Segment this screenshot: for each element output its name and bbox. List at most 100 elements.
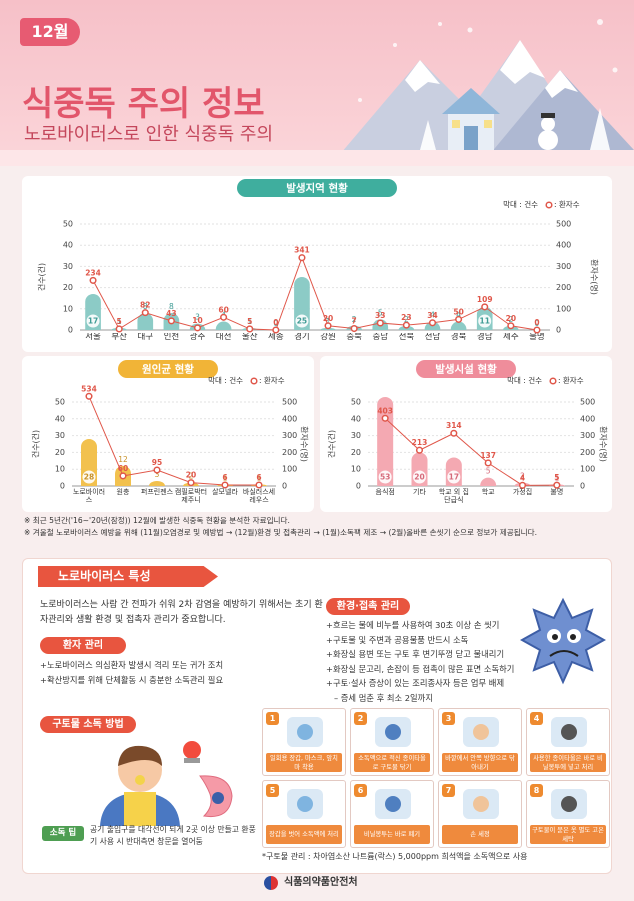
point-label: 109 [477,295,493,304]
x-tick-label: 살모넬라 [212,488,238,496]
step-caption: 바깥에서 안쪽 방향으로 닦아내기 [442,753,518,772]
line-point [119,472,127,480]
step-number: 6 [354,784,367,797]
y2-tick-label: 500 [580,398,595,407]
note: ※ 최근 5년간('16~'20년(잠정)) 12월에 발생한 식중독 현황을 … [24,516,290,525]
step-number: 8 [530,784,543,797]
bar-label-bg [82,470,96,484]
step-caption: 사용한 종이타올은 바로 비닐봉투에 넣고 처리 [530,753,606,772]
bar-label: 25 [297,317,307,326]
month-badge: 12월 [20,18,80,46]
step-illustration [375,717,411,747]
chart-panel [22,176,612,352]
step-caption: 소독액으로 적신 종이타올로 구토물 닦기 [354,753,430,772]
step-number: 1 [266,712,279,725]
line [88,396,259,486]
y-tick-label: 40 [351,414,361,423]
bar-label: 8 [169,302,174,311]
x-tick-label: 기타 [413,488,426,496]
y-tick-label: 40 [55,414,65,423]
bar-label: 53 [380,473,390,482]
x-tick-label-box: 경남 [476,333,493,342]
y-tick-label: 10 [351,465,361,474]
x-tick-label: 대전 [215,333,232,342]
line-point [115,325,123,333]
bar-label: 1 [326,317,331,326]
step-caption: 장갑을 벗어 소독액에 처리 [266,825,342,844]
intro: 노로바이러스는 사람 간 전파가 쉬워 2차 감염을 예방하기 위해서는 초기 … [40,600,323,625]
x-tick-label-box: 노로바이러스 [72,488,106,505]
line-point [381,414,389,422]
subsection-title: 환자 관리 [40,637,126,654]
x-tick-label: 제주 [503,333,519,342]
y-tick-label: 0 [60,482,65,491]
line-point [507,322,515,330]
x-tick-label-box: 대전 [215,333,232,342]
x-tick-label-box: 전남 [425,333,441,342]
notes: ※ 최근 5년간('16~'20년(잠정)) 12월에 발생한 식중독 현황을 … [24,515,537,539]
x-tick-label: 경남 [476,333,493,342]
x-tick-label-box: 충북 [346,333,362,342]
point-label: 20 [323,314,333,323]
point-label: 20 [186,471,196,480]
bar [149,480,165,486]
step-shape [297,796,313,812]
line-point [167,317,175,325]
y-tick-label: 50 [63,220,73,229]
step-illustration [551,717,587,747]
x-tick-label: 바실러스세레우스 [242,488,276,505]
page-subtitle: 노로바이러스로 인한 식중독 주의 [24,124,274,145]
line-point [481,303,489,311]
point-label: 95 [152,458,162,467]
x-tick-label-box: 가정집 [512,488,533,496]
point-label: 82 [140,301,150,310]
step-number: 2 [354,712,367,725]
bar-label: 5 [486,467,491,476]
point-label: 534 [81,384,97,393]
bar-label: 11 [480,317,490,326]
x-tick-label-box: 기타 [413,488,426,496]
x-tick-label-box: 경기 [294,333,310,342]
line-point [402,321,410,329]
y2-tick-label: 0 [556,326,561,335]
step-shape [473,796,489,812]
y-tick-label: 30 [55,431,65,440]
x-tick-label: 가정집 [512,488,533,496]
y2-tick-label: 500 [282,398,297,407]
x-tick-label-box: 학교 외 집단급식 [439,488,469,504]
step-illustration [463,717,499,747]
line-point [272,326,280,334]
point-label: 43 [166,309,176,318]
y-tick-label: 0 [68,326,73,335]
tip-label: 소독 팁 [42,826,84,841]
x-tick-label: 전북 [398,333,415,342]
tip-text: 공기 출입구를 대각선이 되게 2곳 이상 만들고 환풍기 사용 시 반대측면 … [90,825,256,846]
bar-label: 17 [449,473,459,482]
y-axis-label: 건수(건) [37,263,47,291]
x-tick-label-box: 바실러스세레우스 [242,488,276,505]
point-label: 314 [446,421,462,430]
bar-label-bg [413,470,426,484]
bar-label: 3 [155,470,160,479]
bar-label: 1 [223,473,228,482]
y2-tick-label: 300 [580,431,595,440]
bar [137,313,154,330]
y2-tick-label: 400 [580,414,595,423]
bar-label: 17 [88,317,98,326]
x-tick-label: 캠필로박터제주니 [174,488,208,505]
bar-label: 2 [508,315,513,324]
x-tick-label: 노로바이러스 [72,488,106,505]
step-caption: 구토물이 묻은 옷 별도 고온세탁 [530,825,606,844]
step-number: 3 [442,712,455,725]
point-label: 10 [192,316,202,325]
x-tick-label: 인천 [163,333,180,342]
y-tick-label: 10 [55,465,65,474]
bar-label: 1 [117,317,122,326]
bar [377,396,394,486]
y-tick-label: 30 [63,262,73,271]
x-tick-label-box: 세종 [268,333,284,342]
list-item: – 증세 멈춘 후 최소 2일까지 [334,692,433,703]
bar-label: 4 [430,311,435,320]
list-item: +흐르는 물에 비누를 사용하여 30초 이상 손 씻기 [326,620,500,630]
step-caption: 비닐봉투는 바로 폐기 [354,825,430,844]
